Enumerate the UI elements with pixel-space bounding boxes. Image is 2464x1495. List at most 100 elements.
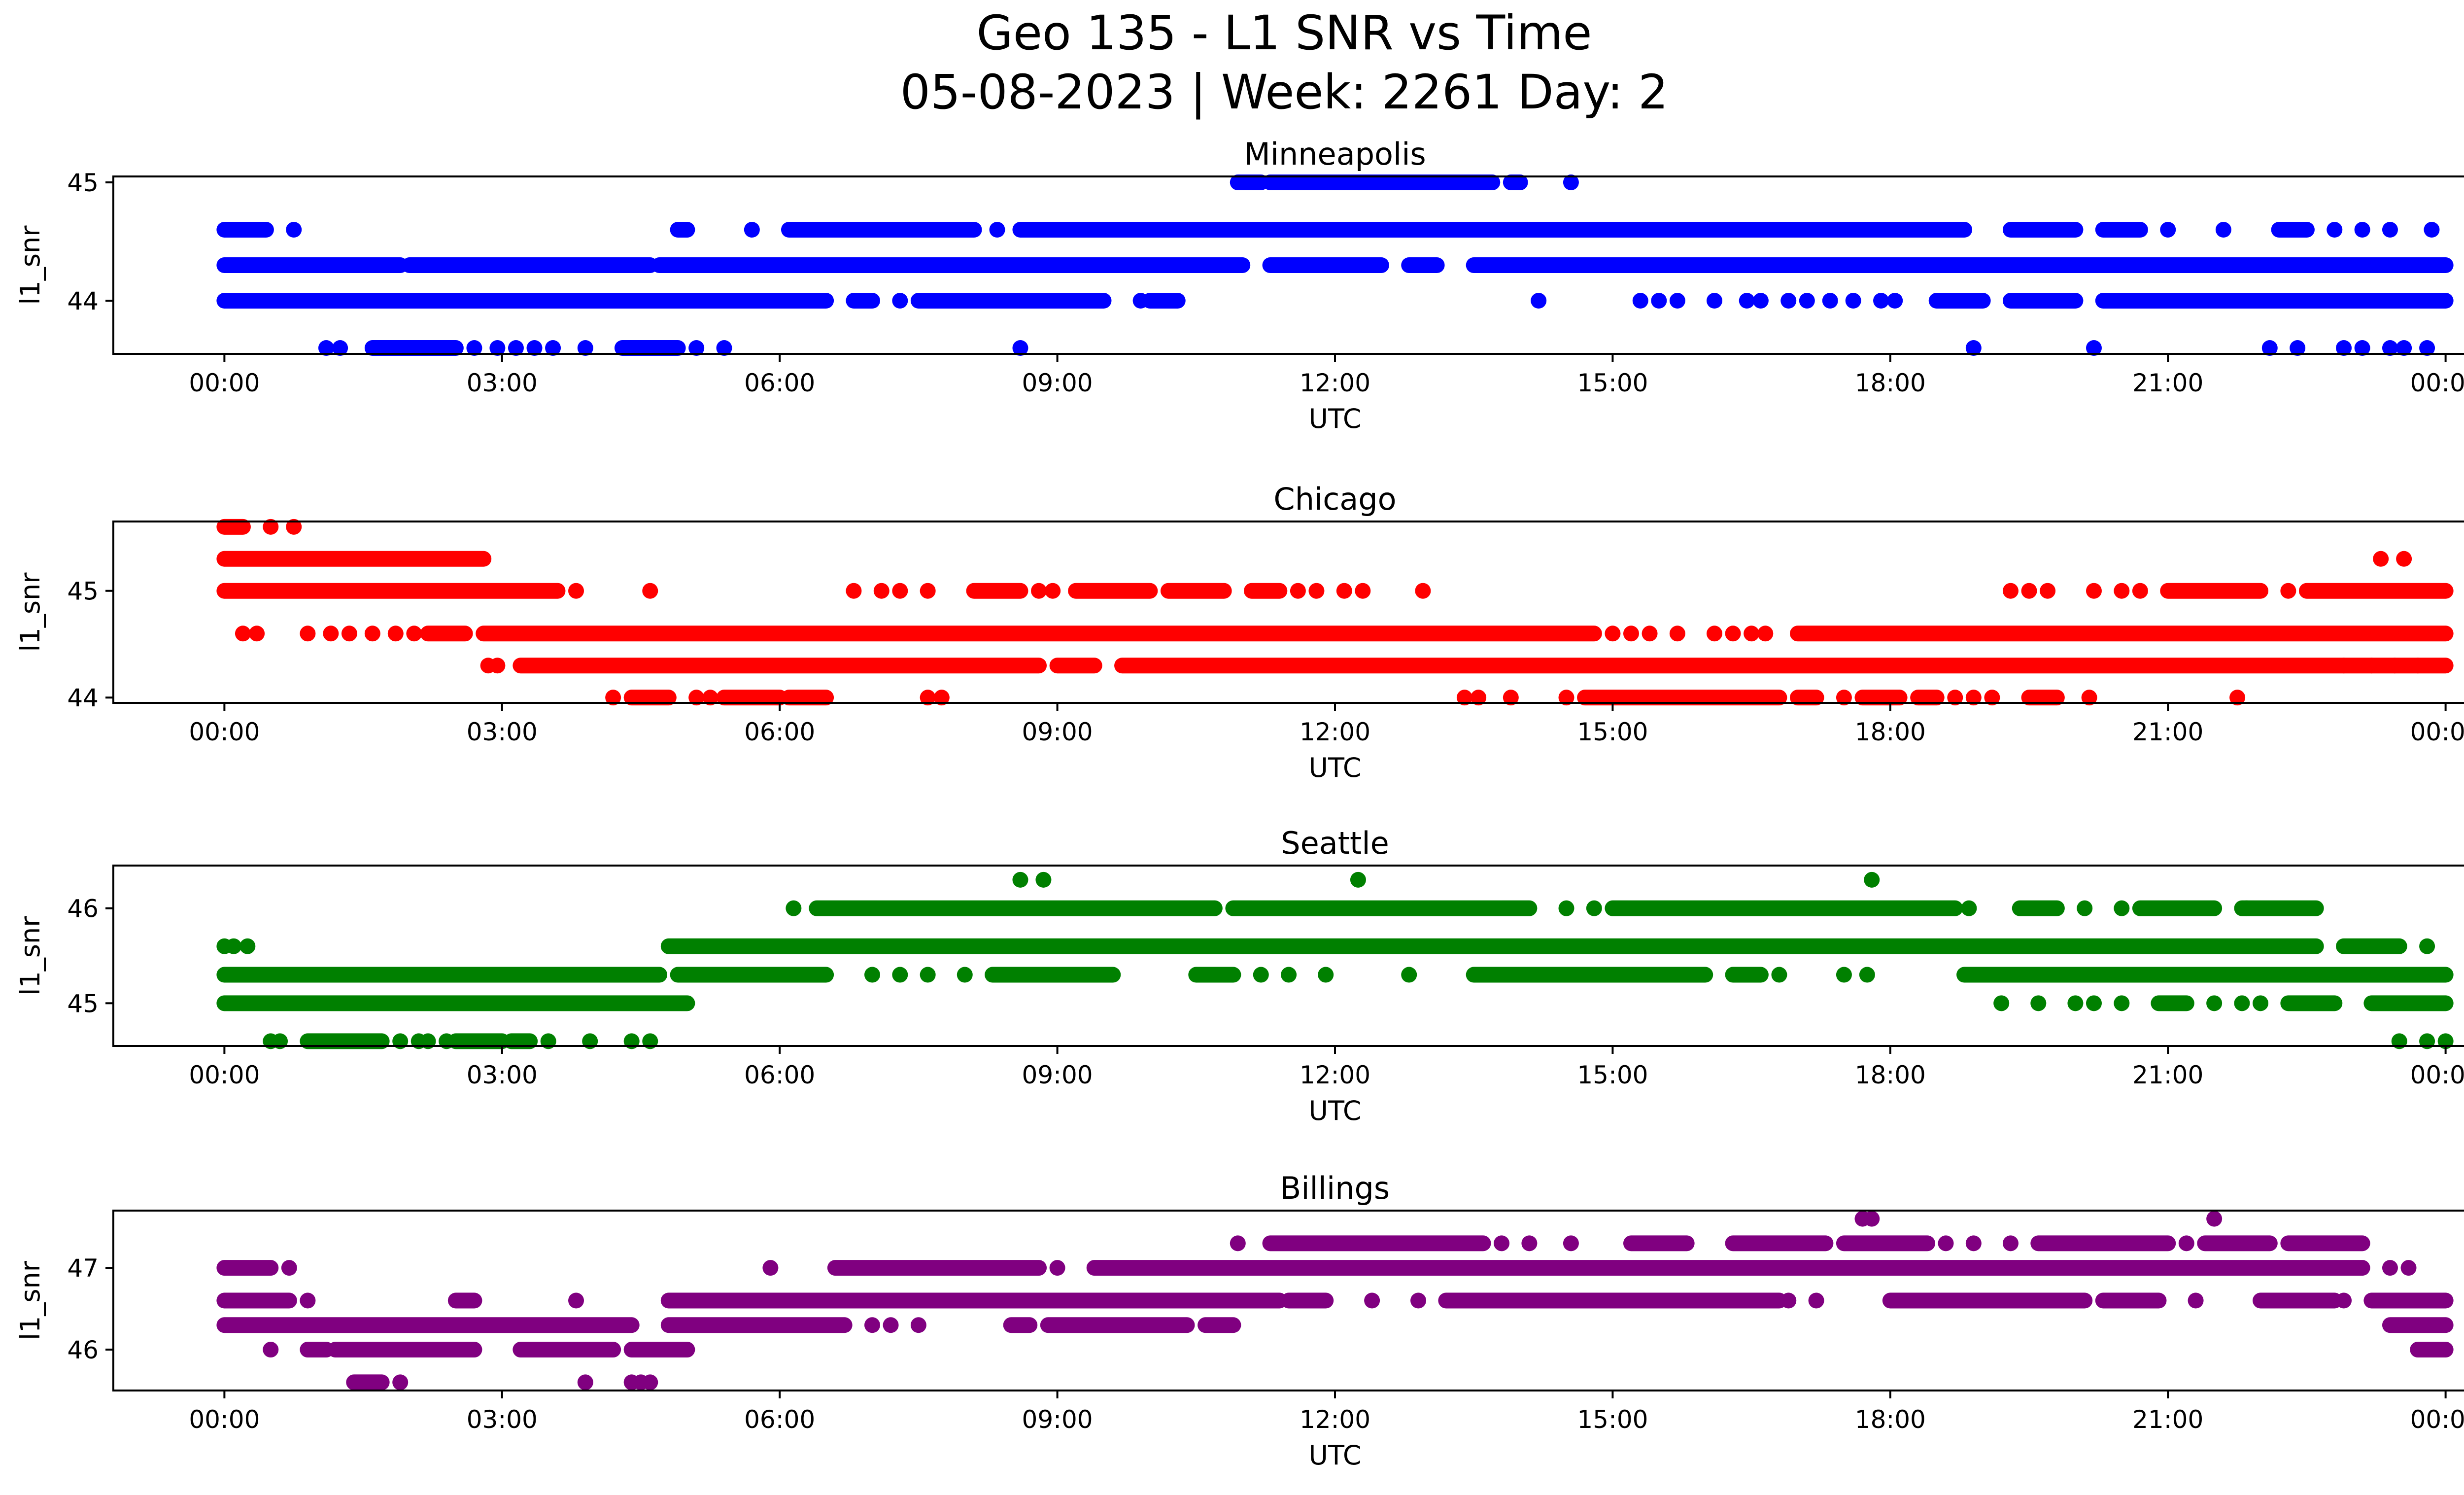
chart-seattle-point-run xyxy=(2012,900,2065,916)
chart-chicago-point xyxy=(2373,551,2389,567)
chart-chicago-point xyxy=(846,583,862,599)
chart-chicago-point-run xyxy=(781,690,834,706)
chart-minneapolis-point xyxy=(1822,293,1838,309)
chart-chicago-point xyxy=(2387,658,2403,674)
chart-seattle-point-run xyxy=(216,967,668,983)
chart-seattle-point-run xyxy=(1466,967,1713,983)
chart-seattle-point xyxy=(2234,995,2250,1011)
chart-billings-point xyxy=(300,1292,316,1309)
chart-chicago-point xyxy=(300,626,316,642)
chart-minneapolis-point xyxy=(318,340,334,356)
chart-chicago-point-run xyxy=(966,583,1028,599)
chart-billings-point-run xyxy=(1262,1235,1491,1252)
chart-minneapolis-point xyxy=(1012,340,1028,356)
chart-chicago-point-run xyxy=(1577,690,1787,706)
chart-seattle-point xyxy=(864,967,880,983)
chart-chicago-point xyxy=(873,583,890,599)
chart-seattle-point xyxy=(2077,900,2093,916)
chart-billings-point xyxy=(1965,1235,1982,1252)
chart-chicago-point-run xyxy=(1160,583,1232,599)
chart-minneapolis-point xyxy=(466,340,482,356)
chart-chicago-point xyxy=(1669,626,1685,642)
chart-billings-point-run xyxy=(2382,1317,2454,1333)
chart-chicago-point-run xyxy=(623,690,677,706)
chart-chicago-title: Chicago xyxy=(1273,481,1396,517)
chart-minneapolis-point xyxy=(1669,293,1685,309)
chart-billings-ytick-label: 46 xyxy=(67,1336,99,1364)
chart-seattle-point xyxy=(2238,900,2255,916)
chart-billings-point-run xyxy=(1725,1235,1834,1252)
chart-chicago-point-run xyxy=(1790,626,2454,642)
chart-minneapolis-point xyxy=(1799,293,1815,309)
chart-chicago-point xyxy=(1558,690,1574,706)
chart-chicago-point xyxy=(364,626,380,642)
chart-chicago-xtick-label: 15:00 xyxy=(1577,718,1648,746)
chart-minneapolis-point xyxy=(1780,293,1797,309)
chart-chicago-point xyxy=(642,583,658,599)
chart-chicago-point xyxy=(605,690,621,706)
chart-seattle-xtick-label: 00:00 xyxy=(189,1061,260,1089)
chart-seattle-point xyxy=(2114,995,2130,1011)
chart-billings-point-run xyxy=(327,1342,482,1358)
chart-minneapolis-point-run xyxy=(2002,293,2084,309)
chart-chicago-ytick-label: 44 xyxy=(67,684,99,712)
chart-minneapolis-point-run xyxy=(216,222,274,238)
chart-minneapolis-point-run xyxy=(401,257,658,273)
chart-minneapolis-xtick-label: 15:00 xyxy=(1577,369,1648,397)
chart-billings-point xyxy=(2336,1292,2352,1309)
figure-title-line1: Geo 135 - L1 SNR vs Time xyxy=(977,5,1592,61)
chart-minneapolis-point xyxy=(577,340,593,356)
chart-billings-point xyxy=(1410,1292,1427,1309)
chart-minneapolis-point xyxy=(332,340,348,356)
chart-minneapolis-point xyxy=(1887,293,1903,309)
chart-minneapolis-point xyxy=(716,340,732,356)
chart-minneapolis-point xyxy=(1531,293,1547,309)
chart-minneapolis-point-run xyxy=(651,257,1251,273)
chart-chicago-point xyxy=(1456,690,1472,706)
chart-seattle-point xyxy=(2030,995,2047,1011)
chart-chicago-point xyxy=(1757,626,1774,642)
chart-billings-point xyxy=(281,1260,297,1276)
chart-chicago-xtick-label: 00:00 xyxy=(189,718,260,746)
chart-minneapolis-point-run xyxy=(216,257,409,273)
chart-minneapolis-point xyxy=(526,340,543,356)
chart-minneapolis-point xyxy=(2160,222,2176,238)
chart-minneapolis-point xyxy=(2215,222,2231,238)
chart-seattle-point-run xyxy=(1077,967,1121,983)
chart-minneapolis-point-run xyxy=(614,340,686,356)
chart-chicago-point xyxy=(688,690,705,706)
chart-minneapolis-point xyxy=(545,340,561,356)
chart-chicago-point xyxy=(2336,658,2352,674)
chart-billings-point-run xyxy=(2095,1292,2167,1309)
chart-chicago-point-run xyxy=(216,551,492,567)
chart-minneapolis-points xyxy=(216,174,2454,356)
chart-chicago-point xyxy=(702,690,719,706)
chart-billings-point-run xyxy=(2410,1342,2454,1358)
chart-billings-point-run xyxy=(216,1317,640,1333)
chart-seattle-ytick-label: 45 xyxy=(67,989,99,1018)
chart-minneapolis-point xyxy=(1132,293,1149,309)
chart-seattle-point xyxy=(1281,967,1297,983)
chart-seattle-point xyxy=(2253,995,2269,1011)
chart-chicago-point xyxy=(2021,583,2037,599)
chart-minneapolis-point-run xyxy=(2002,222,2084,238)
chart-billings-point-run xyxy=(1198,1317,1241,1333)
chart-minneapolis-ylabel: l1_snr xyxy=(15,225,46,305)
chart-minneapolis-xtick-label: 18:00 xyxy=(1855,369,1926,397)
chart-chicago-point xyxy=(1965,690,1982,706)
chart-chicago-point xyxy=(1984,690,2000,706)
chart-chicago-point xyxy=(1336,583,1352,599)
chart-seattle-ylabel: l1_snr xyxy=(15,916,46,996)
chart-chicago-point xyxy=(2229,690,2246,706)
chart-seattle-point xyxy=(2086,995,2102,1011)
chart-minneapolis-point xyxy=(892,293,908,309)
chart-chicago-point-run xyxy=(216,519,251,535)
chart-billings-point xyxy=(642,1374,658,1391)
chart-chicago-point xyxy=(489,658,506,674)
chart-chicago-point xyxy=(1471,690,1487,706)
chart-chicago-point-run xyxy=(716,690,788,706)
chart-chicago-point xyxy=(1045,583,1061,599)
chart-minneapolis-point xyxy=(744,222,760,238)
figure-title-line2: 05-08-2023 | Week: 2261 Day: 2 xyxy=(900,65,1669,120)
chart-billings-point xyxy=(883,1317,899,1333)
